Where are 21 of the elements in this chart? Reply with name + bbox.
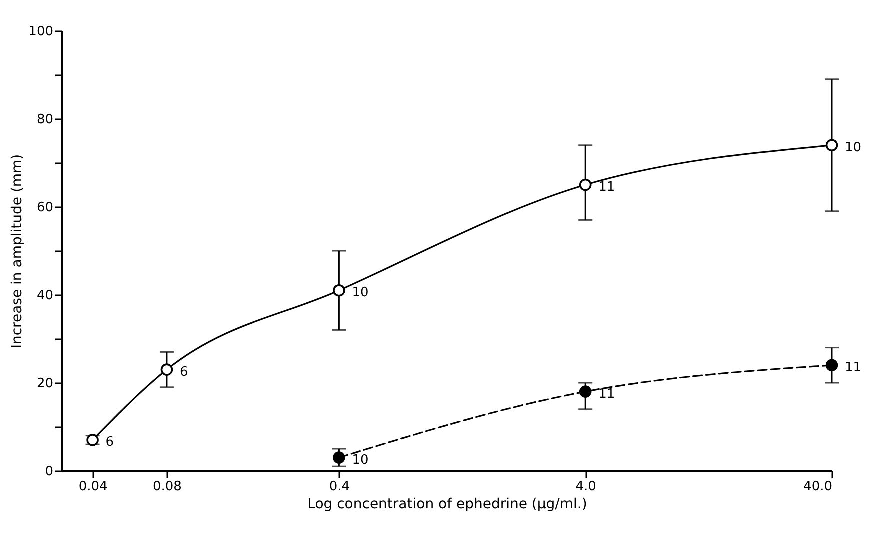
annotation: 6 <box>180 364 188 380</box>
annotation: 11 <box>598 386 616 402</box>
x-tick-label: 0.08 <box>152 480 182 494</box>
annotation: 10 <box>352 452 369 468</box>
y-tick-label: 0 <box>45 464 54 480</box>
x-tick-label: 0.4 <box>329 480 350 494</box>
x-axis-title: Log concentration of ephedrine (μg/ml.) <box>308 496 588 512</box>
annotation: 11 <box>845 360 862 376</box>
x-tick-label: 0.04 <box>78 480 108 494</box>
annotation: 6 <box>106 435 114 450</box>
annotation: 11 <box>598 180 616 195</box>
y-tick-label: 100 <box>28 24 54 40</box>
y-tick-label: 60 <box>36 200 54 216</box>
annotation: 10 <box>352 286 369 301</box>
x-tick-label: 40.0 <box>804 480 832 494</box>
y-tick-label: 80 <box>36 112 54 128</box>
y-tick-label: 20 <box>36 376 54 392</box>
y-tick-label: 40 <box>36 288 54 304</box>
x-tick-label: 4.0 <box>576 480 596 494</box>
annotation: 10 <box>845 140 862 156</box>
y-axis-title: Increase in amplitude (mm) <box>10 154 26 349</box>
